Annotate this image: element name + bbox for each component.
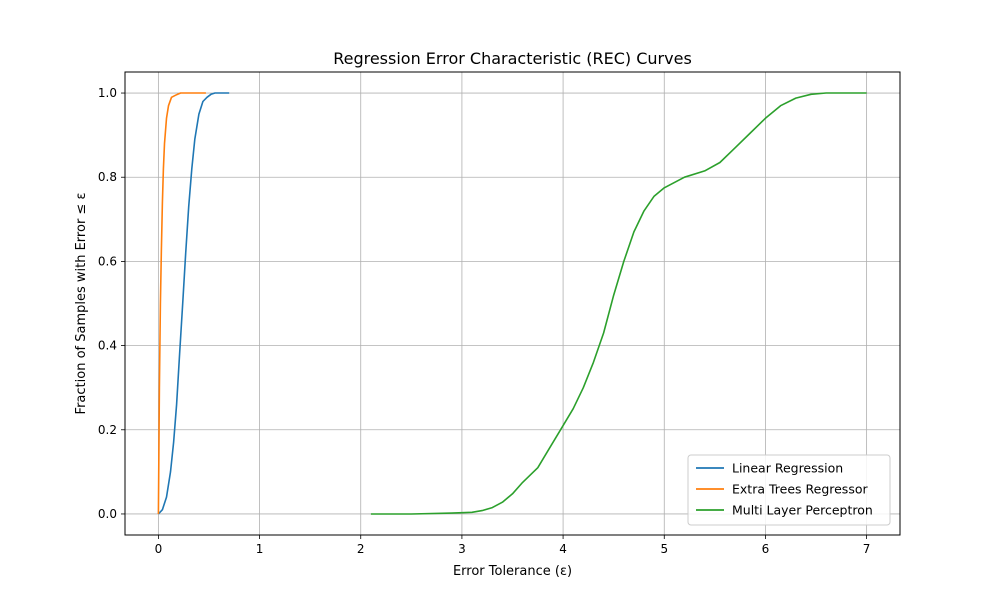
grid xyxy=(125,72,900,535)
legend: Linear Regression Extra Trees Regressor Mu… xyxy=(687,454,891,526)
y-tick-label: 0.0 xyxy=(98,507,117,521)
y-tick-label: 0.8 xyxy=(98,170,117,184)
x-tick-label: 2 xyxy=(357,542,365,556)
x-tick-label: 1 xyxy=(256,542,264,556)
x-tick-label: 6 xyxy=(762,542,770,556)
x-tick-label: 4 xyxy=(559,542,567,556)
legend-label: Multi Layer Perceptron xyxy=(732,503,873,518)
legend-label: Extra Trees Regressor xyxy=(732,482,868,497)
series-lines xyxy=(157,92,867,515)
y-tick-label: 0.2 xyxy=(98,423,117,437)
chart-title: Regression Error Characteristic (REC) Cu… xyxy=(333,49,692,68)
axis-ticks: 0 1 2 3 4 5 6 7 0.0 0.2 0.4 0.6 0.8 1.0 xyxy=(98,86,871,556)
x-tick-label: 0 xyxy=(155,542,163,556)
x-axis-label: Error Tolerance (ε) xyxy=(453,564,572,579)
x-tick-label: 7 xyxy=(863,542,871,556)
x-tick-label: 5 xyxy=(660,542,668,556)
legend-box xyxy=(687,454,891,526)
series-line xyxy=(370,92,867,515)
legend-label: Linear Regression xyxy=(732,461,843,476)
plot-frame xyxy=(124,71,901,536)
y-tick-label: 0.6 xyxy=(98,254,117,268)
series-line xyxy=(157,92,230,515)
y-axis-label: Fraction of Samples with Error ≤ ε xyxy=(74,193,89,415)
x-tick-label: 3 xyxy=(458,542,466,556)
y-tick-label: 1.0 xyxy=(98,86,117,100)
series-line xyxy=(157,92,206,515)
y-tick-label: 0.4 xyxy=(98,339,117,353)
